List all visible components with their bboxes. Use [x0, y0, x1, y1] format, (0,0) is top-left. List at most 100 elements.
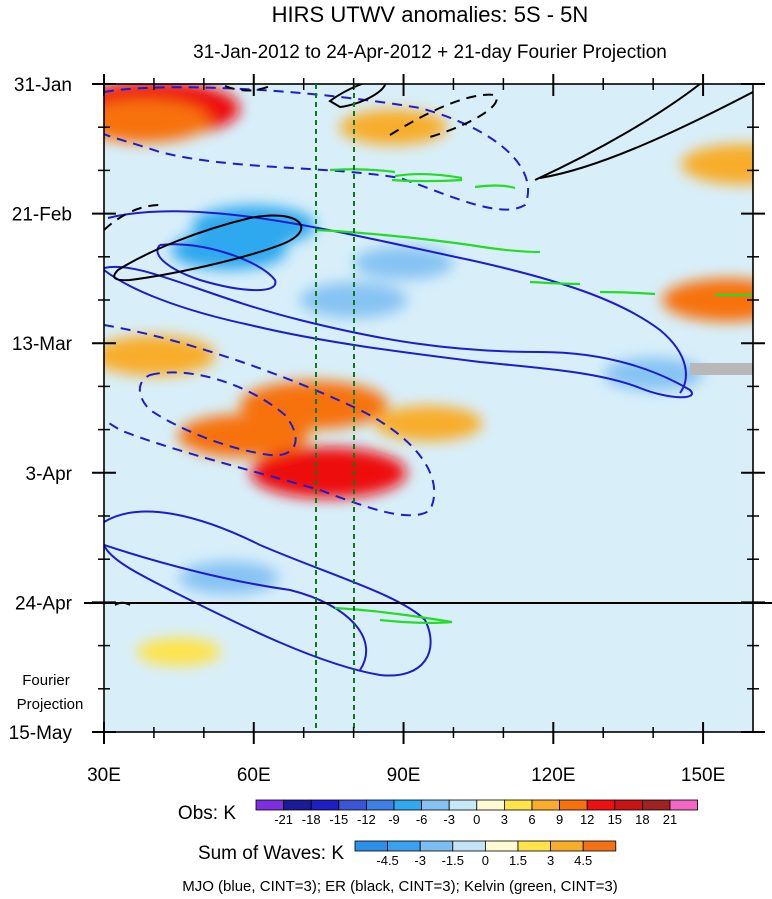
colorbar-tick-label: -3	[443, 812, 455, 827]
chart-subtitle: 31-Jan-2012 to 24-Apr-2012 + 21-day Four…	[193, 42, 667, 63]
colorbar-tick-label: 3	[547, 853, 554, 868]
colorbar-cell	[354, 840, 388, 852]
colorbar-tick-label: 4.5	[574, 853, 592, 868]
colorbar-cell	[452, 840, 486, 852]
x-tick-label: 90E	[387, 765, 421, 786]
colorbar-cell	[387, 840, 421, 852]
colorbar-cell	[614, 799, 643, 811]
chart-title: HIRS UTWV anomalies: 5S - 5N	[272, 2, 589, 27]
colorbar-cell	[365, 799, 395, 811]
colorbar-tick-label: 18	[635, 812, 649, 827]
mjo-dashed-contour-3	[138, 371, 297, 457]
legend-caption: MJO (blue, CINT=3); ER (black, CINT=3); …	[182, 878, 618, 895]
x-tick-label: 60E	[237, 765, 271, 786]
waves-colorbar: -4.5 -3 -1.5 0 1.5 3 4.5	[354, 840, 617, 868]
kelvin-contours	[314, 168, 753, 624]
colorbar-tick-label: 6	[528, 812, 535, 827]
mjo-solid-contour-2	[107, 210, 687, 394]
kelvin-contour-6	[599, 290, 656, 296]
y-tick-label: 3-Apr	[26, 464, 73, 485]
anomaly-blob	[104, 99, 210, 143]
anomaly-blob	[353, 246, 454, 280]
y-axis: 31-Jan 21-Feb 13-Mar 3-Apr 24-Apr 15-May	[9, 75, 765, 744]
anomaly-blob	[374, 405, 483, 442]
colorbar-cell	[448, 799, 478, 811]
er-dashed-contour-1	[224, 85, 271, 92]
y-tick-label: 15-May	[9, 723, 73, 744]
colorbar-cell	[338, 799, 367, 811]
colorbar-tick-label: -15	[329, 812, 348, 827]
colorbar-cell	[476, 799, 505, 811]
colorbar-cell	[642, 799, 671, 811]
colorbar-tick-label: -18	[302, 812, 321, 827]
anomaly-blob	[603, 357, 704, 391]
x-axis: 30E 60E 90E 120E 150E	[87, 74, 725, 786]
anomaly-field	[104, 84, 753, 666]
waves-colorbar-label: Sum of Waves: K	[198, 843, 344, 864]
anomaly-blob	[339, 109, 448, 145]
er-dashed-contour-3	[104, 204, 161, 231]
er-solid-contour-3	[113, 214, 303, 282]
mjo-dashed-contour-1	[104, 86, 530, 211]
anomaly-blob	[178, 561, 279, 595]
colorbar-tick-label: -6	[416, 812, 428, 827]
mjo-contours	[104, 86, 693, 677]
colorbar-tick-label: 12	[580, 812, 594, 827]
colorbar-cell	[421, 799, 450, 811]
er-contours	[104, 84, 753, 606]
colorbar-tick-label: 15	[608, 812, 622, 827]
projection-label-line1: Fourier	[22, 672, 70, 689]
anomaly-blob	[662, 278, 753, 322]
colorbar-tick-label: -1.5	[442, 853, 464, 868]
colorbar-cell	[484, 840, 519, 852]
y-tick-label: 13-Mar	[12, 334, 73, 355]
kelvin-contour-4	[314, 228, 541, 254]
mjo-solid-contour-3	[156, 243, 277, 292]
anomaly-blob	[104, 335, 216, 376]
y-tick-label: 24-Apr	[15, 593, 73, 614]
colorbar-cell	[393, 799, 423, 811]
mjo-solid-contour-5	[104, 544, 367, 671]
kelvin-contour-5	[529, 280, 581, 286]
kelvin-contour-2	[391, 172, 463, 183]
colorbar-cell	[255, 799, 285, 811]
anomaly-blob	[170, 231, 287, 270]
mjo-solid-contour-1	[104, 265, 693, 399]
colorbar-tick-label: -4.5	[376, 853, 398, 868]
plot-frame	[103, 83, 754, 733]
kelvin-contour-3	[474, 184, 516, 190]
colorbar-tick-label: 1.5	[509, 853, 527, 868]
colorbar-cell	[586, 799, 616, 811]
anomaly-blob	[136, 637, 221, 666]
colorbar-tick-label: -3	[414, 853, 426, 868]
colorbar-cell	[517, 840, 551, 852]
colorbar-tick-label: 9	[556, 812, 563, 827]
anomaly-blob	[250, 447, 407, 499]
x-tick-label: 30E	[87, 765, 121, 786]
mjo-solid-contour-4	[104, 510, 432, 677]
colorbar-cell	[550, 840, 584, 852]
colorbar-tick-label: 0	[482, 853, 489, 868]
er-solid-contour-1	[328, 84, 387, 109]
er-solid-contour-2	[534, 84, 753, 181]
er-dashed-contour-2	[389, 93, 498, 138]
anomaly-blob	[681, 143, 753, 185]
y-tick-label: 31-Jan	[14, 75, 72, 96]
colorbar-cell	[283, 799, 312, 811]
obs-colorbar-label: Obs: K	[178, 803, 236, 824]
colorbar-cell	[419, 840, 454, 852]
projection-label-line2: Projection	[17, 696, 84, 713]
colorbar-cell	[669, 799, 699, 811]
plot-area	[104, 84, 753, 732]
colorbar-cell	[559, 799, 588, 811]
colorbar-tick-label: 21	[663, 812, 677, 827]
kelvin-contour-8	[334, 606, 453, 624]
x-tick-label: 150E	[681, 765, 725, 786]
missing-data-patch	[690, 363, 753, 375]
kelvin-contour-1	[329, 168, 396, 174]
colorbar-tick-label: -12	[357, 812, 376, 827]
colorbar-cell	[503, 799, 533, 811]
colorbar-tick-label: 0	[473, 812, 480, 827]
x-tick-label: 120E	[531, 765, 575, 786]
